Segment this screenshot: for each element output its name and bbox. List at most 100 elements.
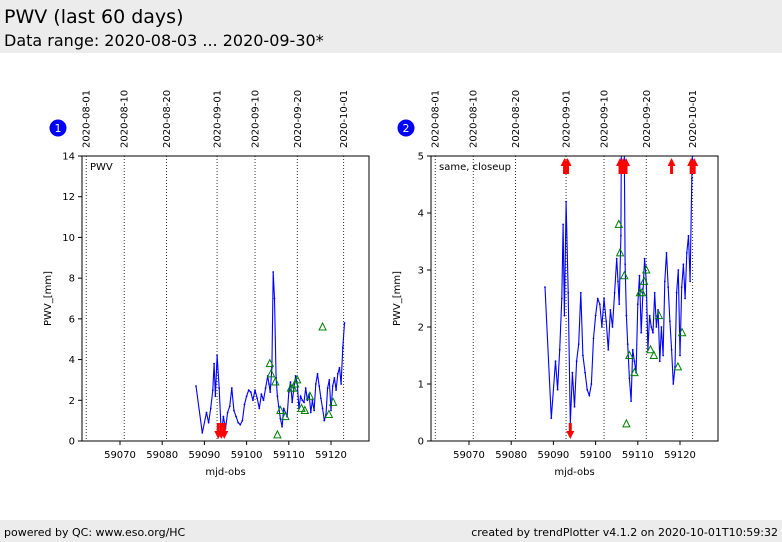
data-layer: [195, 271, 346, 436]
date-tick-label: 2020-09-01: [562, 90, 573, 148]
pwv-data-point: [254, 389, 256, 392]
pwv-data-point: [573, 405, 576, 408]
pwv-data-point: [313, 409, 316, 412]
plot-area: [431, 156, 718, 441]
pwv-data-point: [620, 234, 622, 237]
date-tick-label: 2020-08-01: [82, 90, 93, 148]
header-bar: [0, 0, 782, 53]
reference-marker: [290, 378, 300, 388]
pwv-data-point: [338, 366, 341, 369]
pwv-data-point: [571, 371, 574, 374]
pwv-data-point: [301, 399, 304, 402]
pwv-data-point: [195, 385, 197, 387]
pwv-data-point: [279, 417, 282, 420]
pwv-data-point: [596, 297, 599, 300]
date-tick-label: 2020-09-10: [251, 90, 262, 148]
pwv-data-point: [243, 403, 246, 406]
pwv-data-point: [617, 280, 619, 283]
chart-panel-2: 2020-08-01 2020-08-10 2020-08-20 2020-09-01…: [392, 41, 719, 478]
pwv-data-point: [682, 263, 685, 266]
panel-inset-label: same, closeup: [439, 162, 511, 173]
pwv-data-point: [679, 354, 681, 357]
pwv-data-point: [311, 399, 314, 402]
date-tick-label: 2020-09-20: [293, 90, 304, 148]
date-tick-label: 2020-10-01: [339, 90, 350, 148]
pwv-data-point: [618, 303, 621, 306]
y-tick-label: 5: [418, 152, 424, 163]
pwv-data-point: [556, 388, 559, 391]
pwv-data-point: [689, 280, 692, 283]
pwv-data-point: [249, 391, 252, 394]
date-tick-label: 2020-09-10: [600, 90, 611, 148]
pwv-data-point: [672, 383, 675, 385]
reference-marker: [619, 270, 629, 280]
pwv-data-point: [662, 354, 665, 357]
pwv-data-point: [648, 314, 651, 317]
y-tick-label: 0: [69, 437, 75, 448]
pwv-data-point: [652, 331, 654, 334]
pwv-data-point: [262, 399, 265, 402]
pwv-data-point: [626, 343, 629, 345]
y-tick-label: 0: [418, 437, 424, 448]
pwv-data-point: [623, 41, 625, 43]
y-tick-label: 14: [62, 152, 75, 163]
pwv-data-point: [209, 407, 212, 410]
pwv-data-point: [321, 407, 324, 410]
reference-marker: [654, 310, 664, 320]
pwv-data-point: [264, 387, 267, 389]
x-tick-label: 59080: [146, 450, 178, 461]
pwv-data-point: [277, 405, 280, 408]
plot-frame: [81, 155, 370, 442]
reference-marker: [614, 219, 624, 228]
out-of-range-arrowhead: [667, 158, 676, 166]
pwv-data-point: [276, 395, 279, 398]
out-of-range-arrowhead: [690, 158, 699, 166]
page-title: PWV (last 60 days): [4, 6, 184, 28]
reference-marker: [615, 247, 625, 257]
reference-marker: [318, 321, 327, 331]
pwv-data-point: [605, 320, 608, 323]
reference-marker: [649, 350, 659, 359]
pwv-data-point: [230, 387, 233, 389]
pwv-data-point: [687, 234, 690, 237]
pwv-data-point: [331, 385, 334, 387]
pwv-data-point: [638, 274, 641, 277]
reference-marker: [625, 350, 634, 359]
reference-marker: [270, 376, 280, 386]
y-tick-label: 3: [418, 266, 424, 277]
pwv-data-point: [594, 314, 597, 317]
pwv-data-point: [582, 354, 584, 357]
date-tick-label: 2020-08-20: [162, 90, 173, 148]
reference-marker: [646, 344, 655, 354]
y-tick-label: 2: [418, 323, 424, 334]
pwv-data-point: [668, 320, 671, 323]
pwv-data-point: [630, 400, 632, 402]
pwv-data-point: [258, 407, 261, 410]
pwv-data-point: [624, 263, 627, 266]
plot-area: [82, 156, 369, 441]
pwv-data-point: [216, 354, 218, 357]
x-tick-label: 59070: [104, 450, 136, 461]
pwv-data-point: [271, 366, 273, 369]
reference-marker: [288, 382, 298, 392]
y-tick-label: 1: [418, 380, 424, 391]
pwv-data-point: [218, 387, 221, 389]
y-axis-label: PWV_[mm]: [392, 271, 403, 326]
date-tick-label: 2020-08-01: [431, 90, 442, 148]
pwv-data-point: [565, 200, 567, 203]
pwv-data-point: [575, 360, 578, 363]
x-tick-label: 59110: [622, 450, 654, 461]
pwv-data-point: [287, 391, 290, 394]
panel-inset-label: PWV: [90, 162, 113, 173]
pwv-data-point: [550, 417, 553, 420]
pwv-data-point: [319, 397, 322, 400]
pwv-data-point: [237, 421, 240, 424]
pwv-data-point: [685, 252, 688, 254]
y-tick-label: 8: [69, 274, 75, 285]
pwv-data-point: [658, 360, 661, 363]
pwv-data-point: [245, 395, 248, 398]
reference-marker: [630, 367, 639, 377]
pwv-data-point: [303, 401, 305, 404]
pwv-data-point: [636, 303, 639, 306]
reference-marker: [673, 361, 683, 371]
